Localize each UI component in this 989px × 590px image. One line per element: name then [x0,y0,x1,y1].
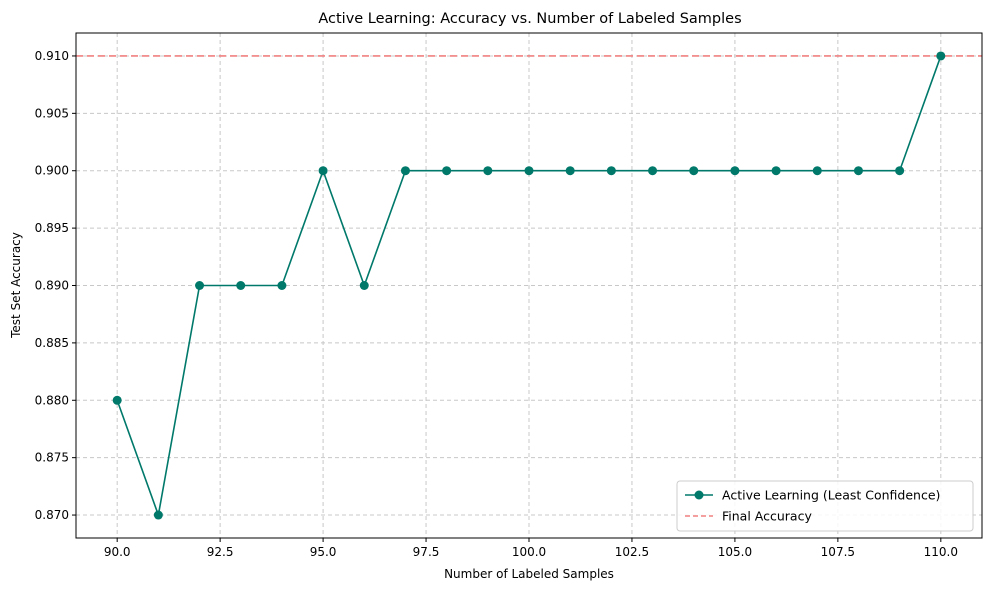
y-tick-label: 0.905 [35,106,69,120]
data-point [359,281,369,290]
x-axis-title: Number of Labeled Samples [444,567,614,581]
x-tick-label: 95.0 [310,545,337,559]
data-point [483,166,493,176]
chart-title: Active Learning: Accuracy vs. Number of … [318,11,741,27]
data-point [277,281,287,290]
grid-lines [76,33,982,538]
data-point [318,166,328,176]
data-point [853,166,863,176]
data-point [689,166,699,176]
legend-box [676,480,974,532]
y-tick-label: 0.875 [35,451,69,465]
data-point [400,166,410,176]
x-axis-ticks: 90.0 92.5 95.0 97.5 100.0 102.5 105.0 107.5 110.… [104,538,958,559]
x-tick-label: 97.5 [413,545,440,559]
legend-final-label: Final Accuracy [722,509,812,524]
x-tick-label: 100.0 [512,545,546,559]
data-point [606,166,616,176]
y-tick-label: 0.895 [35,221,69,235]
y-tick-label: 0.910 [35,49,69,63]
y-tick-label: 0.890 [35,279,69,293]
data-point [771,166,781,176]
data-point [565,166,575,176]
legend: Active Learning (Least Confidence) Final … [676,480,974,532]
y-tick-label: 0.885 [35,336,69,350]
y-axis-title: Test Set Accuracy [9,232,23,339]
data-point [648,166,658,176]
y-tick-label: 0.900 [35,164,69,178]
x-tick-label: 107.5 [821,545,855,559]
x-tick-label: 110.0 [924,545,958,559]
data-point [442,166,452,176]
legend-series-label: Active Learning (Least Confidence) [722,488,940,503]
data-point [730,166,740,176]
data-point [895,166,905,176]
x-tick-label: 102.5 [615,545,649,559]
y-tick-label: 0.880 [35,393,69,407]
x-tick-label: 105.0 [718,545,752,559]
y-axis-ticks: 0.870 0.875 0.880 0.885 0.890 0.895 0.900 0.905… [35,49,76,522]
data-point [236,281,246,290]
y-tick-label: 0.870 [35,508,69,522]
data-point [812,166,822,176]
series-group [112,51,946,520]
data-point [112,395,122,405]
data-point [524,166,534,176]
x-tick-label: 90.0 [104,545,131,559]
data-point [936,51,946,61]
data-point [153,510,163,520]
legend-series-marker [694,490,704,500]
x-tick-label: 92.5 [207,545,234,559]
data-point [195,281,205,290]
